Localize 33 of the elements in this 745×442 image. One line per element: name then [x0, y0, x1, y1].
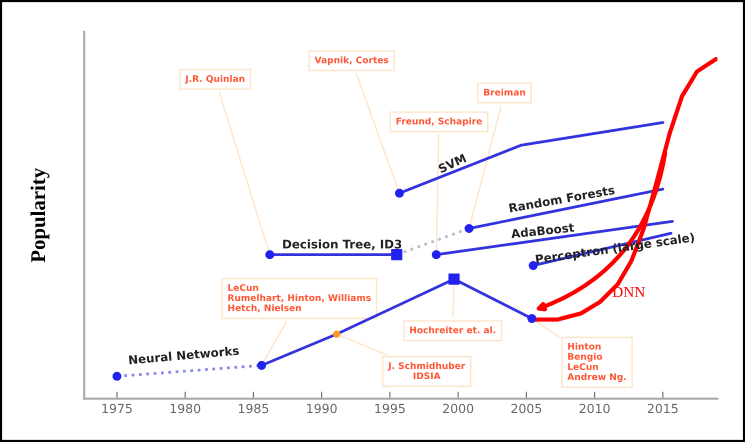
point	[432, 250, 441, 260]
annotation: Freund, Schapire	[396, 117, 482, 126]
x-tick-label: 1975	[102, 404, 132, 414]
x-tick-label: 1990	[307, 404, 337, 414]
x-tick-label: 2005	[511, 404, 542, 414]
point	[391, 249, 402, 260]
x-tick-label: 2000	[443, 404, 474, 414]
annotation: J.R. Quinlan	[184, 75, 244, 84]
text: SVM	[438, 154, 466, 174]
point	[112, 372, 122, 381]
annotation: Hochreiter et. al.	[410, 326, 496, 334]
text: Random Forests	[508, 185, 615, 212]
series-label: Neural Networks	[128, 346, 240, 364]
point	[448, 274, 460, 285]
annotation: Breiman	[484, 88, 526, 96]
series-label: Decision Tree, ID3	[283, 239, 402, 250]
point	[333, 330, 340, 338]
point	[265, 250, 274, 260]
annotation: J. Schmidhuber IDSIA	[388, 362, 466, 380]
x-tick-label: 2015	[648, 404, 678, 414]
point	[257, 360, 266, 370]
annotation: Vapnik, Cortes	[314, 56, 388, 66]
point	[394, 188, 404, 198]
point	[464, 224, 474, 233]
point	[527, 314, 536, 324]
annotation: LeCun Rumelhart, Hinton, Williams Hetch, Nielsen	[228, 284, 371, 312]
x-tick-label: 2010	[580, 404, 610, 414]
annotation: Hinton Bengio LeCun Andrew Ng.	[567, 342, 626, 382]
y-axis-title: Popularity	[30, 168, 50, 262]
x-tick-label: 1995	[375, 404, 405, 414]
text: AdaBoost	[510, 222, 574, 238]
x-tick-label: 1980	[170, 404, 200, 414]
x-tick-label: 1985	[238, 404, 268, 414]
